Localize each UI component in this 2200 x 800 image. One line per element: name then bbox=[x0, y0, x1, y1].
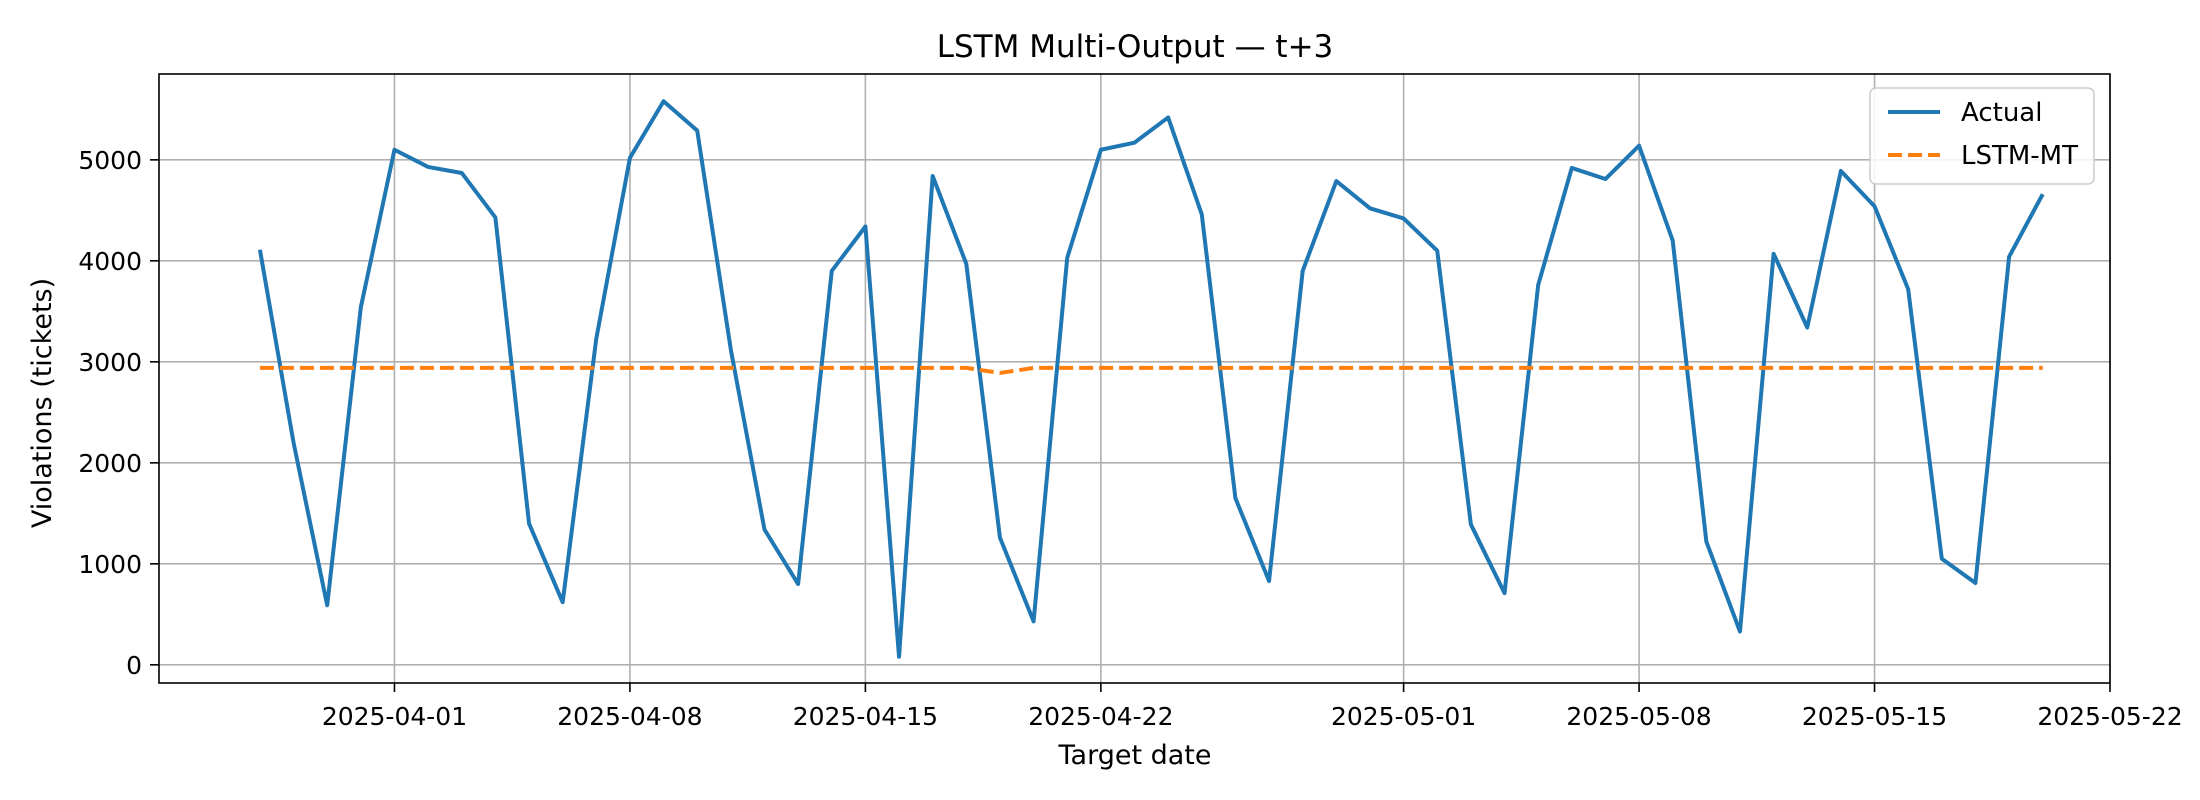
legend-label-actual: Actual bbox=[1961, 98, 2042, 128]
series-line-lstm-mt bbox=[259, 365, 2043, 375]
grid-layer bbox=[159, 74, 2111, 683]
x-tick-label: 2025-04-22 bbox=[1028, 702, 1173, 731]
legend-label-lstm-mt: LSTM-MT bbox=[1961, 141, 2078, 171]
x-tick-label: 2025-04-08 bbox=[557, 702, 702, 731]
y-axis-label: Violations (tickets) bbox=[27, 278, 58, 528]
chart-title: LSTM Multi-Output — t+3 bbox=[937, 29, 1334, 65]
x-tick-label: 2025-05-15 bbox=[1802, 702, 1947, 731]
x-tick-label: 2025-05-22 bbox=[2037, 702, 2182, 731]
y-tick-label: 5000 bbox=[78, 146, 142, 175]
legend: Actual LSTM-MT bbox=[1869, 87, 2095, 185]
x-tick-label: 2025-04-01 bbox=[322, 702, 467, 731]
y-tick-label: 4000 bbox=[78, 247, 142, 276]
y-tick-label: 0 bbox=[126, 651, 142, 680]
plot-frame bbox=[158, 73, 2111, 684]
x-tick-label: 2025-05-08 bbox=[1566, 702, 1711, 731]
series-layer bbox=[257, 99, 2045, 659]
y-tick-label: 3000 bbox=[78, 348, 142, 377]
y-tick-label: 2000 bbox=[78, 449, 142, 478]
series-line-actual bbox=[257, 99, 2045, 659]
y-tick-label: 1000 bbox=[78, 550, 142, 579]
x-tick-label: 2025-04-15 bbox=[793, 702, 938, 731]
x-axis-label: Target date bbox=[1058, 740, 1212, 771]
x-tick-label: 2025-05-01 bbox=[1331, 702, 1476, 731]
tick-layer: 0 1000 2000 3000 4000 5000 2025-04-01 2025-04-0… bbox=[78, 146, 2182, 731]
